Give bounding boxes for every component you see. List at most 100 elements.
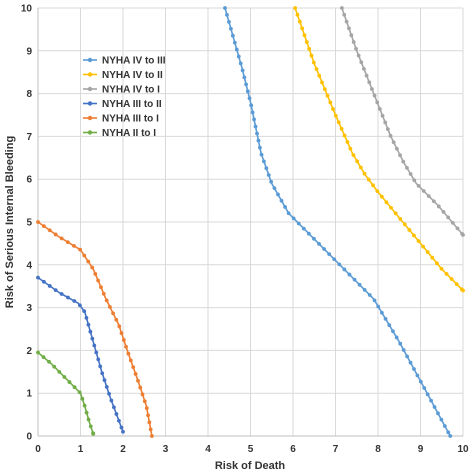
data-point (304, 40, 309, 44)
data-point (412, 233, 416, 238)
data-point (102, 378, 107, 382)
data-point (148, 427, 153, 432)
data-point (359, 60, 364, 65)
data-point (429, 398, 434, 403)
data-point (93, 272, 98, 276)
data-point (272, 186, 277, 191)
data-point (131, 365, 136, 370)
data-point (351, 153, 356, 158)
legend-item: NYHA IV to I (83, 85, 160, 96)
data-point (92, 343, 97, 348)
data-point (383, 120, 388, 125)
data-point (104, 385, 109, 389)
data-point (82, 253, 87, 258)
data-point (354, 46, 358, 51)
data-point (36, 275, 40, 280)
data-point (230, 33, 235, 38)
y-tick-label: 1 (26, 389, 32, 400)
data-point (82, 403, 87, 408)
data-point (236, 54, 241, 59)
data-point (314, 67, 319, 72)
data-point (442, 424, 447, 428)
data-point (244, 82, 248, 87)
data-point (72, 243, 76, 248)
data-point (421, 189, 426, 193)
data-point (229, 26, 233, 31)
data-point (416, 239, 421, 243)
data-point (255, 131, 259, 136)
data-point (302, 33, 307, 38)
y-tick-label: 0 (26, 432, 32, 443)
data-point (454, 282, 459, 287)
data-point (121, 338, 126, 342)
data-point (436, 204, 441, 209)
data-point (391, 329, 395, 334)
data-point (425, 250, 430, 255)
data-point (388, 133, 393, 138)
data-point (286, 211, 291, 216)
data-point (80, 396, 85, 401)
data-point (385, 127, 390, 132)
data-point (96, 278, 101, 283)
x-tick-label: 9 (418, 444, 424, 455)
data-point (377, 107, 382, 111)
data-point (232, 40, 237, 45)
data-point (355, 159, 360, 164)
data-point (238, 61, 243, 66)
data-point (99, 285, 103, 290)
data-point (357, 282, 362, 287)
data-point (293, 6, 298, 10)
data-point (449, 277, 454, 281)
data-point (448, 434, 453, 438)
legend-label: NYHA II to I (102, 128, 156, 139)
data-point (439, 417, 444, 422)
y-tick-label: 6 (26, 175, 32, 186)
data-point (262, 159, 266, 164)
series-nyha-iii-to-i (36, 220, 154, 438)
data-point (91, 431, 96, 436)
data-point (418, 379, 423, 384)
data-point (104, 298, 109, 303)
data-point (430, 255, 435, 260)
legend-swatch-marker (87, 130, 93, 135)
data-point (379, 194, 384, 199)
data-point (364, 73, 369, 78)
data-point (306, 231, 311, 236)
data-point (389, 205, 393, 210)
data-point (121, 429, 125, 434)
data-point (387, 323, 392, 327)
data-point (342, 267, 347, 272)
data-point (415, 373, 420, 378)
data-point (96, 357, 101, 362)
data-point (401, 159, 406, 164)
data-point (256, 138, 261, 143)
data-point (107, 304, 112, 309)
data-point (147, 420, 152, 425)
data-point (128, 358, 133, 363)
data-point (412, 367, 416, 371)
data-point (336, 120, 341, 125)
data-point (317, 242, 321, 246)
data-point (309, 53, 314, 58)
data-point (124, 344, 128, 349)
data-point (339, 6, 344, 10)
data-point (312, 236, 316, 241)
data-point (242, 75, 247, 80)
data-point (362, 171, 367, 176)
data-point (307, 46, 312, 51)
data-point (351, 40, 356, 44)
series-nyha-iv-to-ii (293, 6, 465, 293)
data-point (77, 303, 82, 308)
data-point (422, 386, 427, 390)
y-tick-label: 4 (26, 260, 32, 271)
data-point (279, 198, 284, 203)
data-point (421, 244, 426, 249)
data-point (138, 385, 143, 390)
data-point (223, 6, 227, 10)
legend-item: NYHA III to II (83, 99, 162, 110)
series-nyha-ii-to-i (36, 350, 96, 436)
data-point (402, 222, 407, 227)
data-point (383, 317, 388, 321)
